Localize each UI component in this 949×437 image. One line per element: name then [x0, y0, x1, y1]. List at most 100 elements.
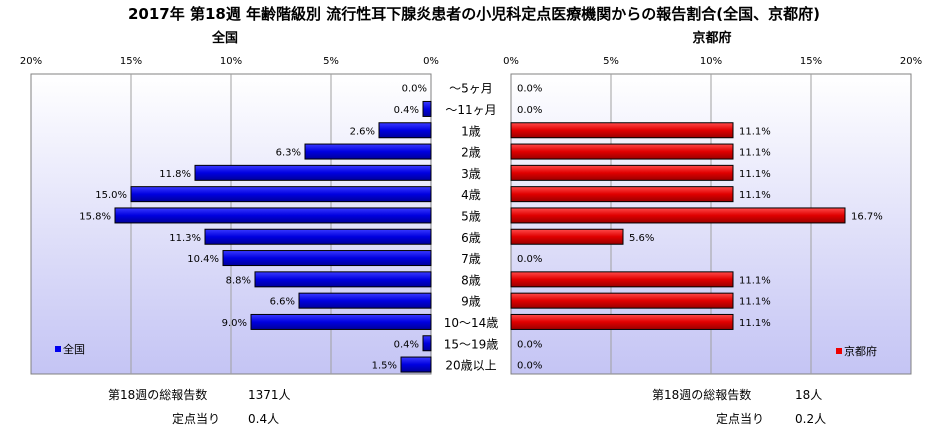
- kyoto-data-label: 11.1%: [739, 318, 771, 329]
- kyoto-tick-label: 20%: [900, 56, 922, 67]
- stats-national: 第18週の総報告数 1371人 定点当り 0.4人: [108, 387, 291, 426]
- kyoto-data-label: 0.0%: [517, 361, 542, 372]
- kyoto-per-label: 定点当り: [716, 411, 764, 426]
- kyoto-data-label: 0.0%: [517, 105, 542, 116]
- kyoto-bar: [510, 164, 734, 181]
- national-bar: [304, 143, 432, 160]
- kyoto-total-label: 第18週の総報告数: [652, 387, 751, 402]
- kyoto-data-label: 0.0%: [517, 254, 542, 265]
- national-data-label: 15.8%: [79, 211, 111, 222]
- kyoto-tick-label: 5%: [603, 56, 619, 67]
- category-label: 1歳: [461, 124, 481, 138]
- national-per-label: 定点当り: [172, 411, 220, 426]
- national-axis-ticks: 0% 5% 10% 15% 20%: [20, 56, 439, 67]
- national-bars: 0.0% 0.4% 2.6% 6.3% 11.8% 15.0% 15.8% 11.3% 10.4…: [79, 84, 432, 373]
- national-data-label: 11.8%: [159, 169, 191, 180]
- legend-national: 全国: [55, 342, 85, 356]
- national-data-label: 1.5%: [372, 361, 397, 372]
- national-tick-label: 0%: [423, 56, 439, 67]
- panel-title-national: 全国: [211, 30, 238, 46]
- category-label: 8歳: [461, 273, 481, 287]
- kyoto-bar: [510, 292, 734, 309]
- national-data-label: 0.4%: [394, 105, 419, 116]
- national-data-label: 11.3%: [169, 233, 201, 244]
- national-per-value: 0.4人: [248, 412, 279, 426]
- category-label: 4歳: [461, 188, 481, 202]
- national-bar: [298, 292, 432, 309]
- national-data-label: 0.0%: [402, 84, 427, 95]
- stats-kyoto: 第18週の総報告数 18人 定点当り 0.2人: [652, 387, 826, 426]
- national-bar: [422, 335, 432, 352]
- category-label: 6歳: [461, 231, 481, 245]
- category-label: 2歳: [461, 146, 481, 160]
- national-bar: [204, 228, 432, 245]
- panel-title-kyoto: 京都府: [692, 30, 731, 46]
- national-data-label: 10.4%: [187, 254, 219, 265]
- legend-kyoto: 京都府: [836, 344, 877, 358]
- category-label: 20歳以上: [445, 359, 496, 373]
- kyoto-total-value: 18人: [795, 388, 822, 402]
- kyoto-data-label: 16.7%: [851, 211, 883, 222]
- category-labels: ～5ヶ月 ～11ヶ月 1歳 2歳 3歳 4歳 5歳 6歳 7歳 8歳 9歳 10～14歳 15～19歳 2…: [444, 82, 499, 373]
- kyoto-bar: [510, 143, 734, 160]
- category-label: 9歳: [461, 295, 481, 309]
- category-label: 7歳: [461, 252, 481, 266]
- kyoto-data-label: 11.1%: [739, 148, 771, 159]
- national-bar: [422, 100, 432, 117]
- category-label: ～11ヶ月: [445, 103, 496, 117]
- kyoto-tick-label: 10%: [700, 56, 722, 67]
- category-label: 3歳: [461, 167, 481, 181]
- legend-swatch-national: [55, 346, 61, 352]
- national-bar: [194, 164, 432, 181]
- kyoto-bar: [510, 122, 734, 139]
- kyoto-data-label: 11.1%: [739, 126, 771, 137]
- national-bar: [222, 250, 432, 267]
- kyoto-bar: [510, 228, 624, 245]
- national-bar: [254, 271, 432, 288]
- category-label: ～5ヶ月: [449, 82, 493, 96]
- national-data-label: 8.8%: [226, 275, 251, 286]
- chart-title: 2017年 第18週 年齢階級別 流行性耳下腺炎患者の小児科定点医療機関からの報…: [128, 5, 820, 23]
- kyoto-data-label: 11.1%: [739, 297, 771, 308]
- national-data-label: 6.3%: [276, 148, 301, 159]
- legend-swatch-kyoto: [836, 348, 842, 354]
- kyoto-data-label: 11.1%: [739, 275, 771, 286]
- national-tick-label: 5%: [323, 56, 339, 67]
- kyoto-data-label: 0.0%: [517, 84, 542, 95]
- national-bar: [130, 186, 432, 203]
- national-data-label: 2.6%: [350, 126, 375, 137]
- national-bar: [114, 207, 432, 224]
- category-label: 10～14歳: [444, 316, 499, 330]
- national-tick-label: 20%: [20, 56, 42, 67]
- national-bar: [400, 356, 432, 373]
- kyoto-tick-label: 15%: [800, 56, 822, 67]
- national-data-label: 9.0%: [222, 318, 247, 329]
- national-tick-label: 10%: [220, 56, 242, 67]
- kyoto-data-label: 5.6%: [629, 233, 654, 244]
- kyoto-bar: [510, 271, 734, 288]
- national-data-label: 15.0%: [95, 190, 127, 201]
- national-tick-label: 15%: [120, 56, 142, 67]
- national-bar: [250, 313, 432, 330]
- national-total-label: 第18週の総報告数: [108, 387, 207, 402]
- kyoto-per-value: 0.2人: [795, 412, 826, 426]
- kyoto-bars: 0.0% 0.0% 11.1% 11.1% 11.1% 11.1% 16.7% 5.6% 0.0…: [510, 84, 883, 372]
- national-bar: [378, 122, 432, 139]
- kyoto-bar: [510, 186, 734, 203]
- category-label: 15～19歳: [444, 337, 499, 351]
- kyoto-bar: [510, 207, 846, 224]
- kyoto-data-label: 11.1%: [739, 190, 771, 201]
- national-data-label: 6.6%: [270, 297, 295, 308]
- legend-label-kyoto: 京都府: [844, 344, 877, 358]
- category-label: 5歳: [461, 209, 481, 223]
- national-total-value: 1371人: [248, 388, 291, 402]
- kyoto-data-label: 0.0%: [517, 339, 542, 350]
- kyoto-bar: [510, 313, 734, 330]
- legend-label-national: 全国: [63, 342, 85, 356]
- kyoto-axis-ticks: 0% 5% 10% 15% 20%: [503, 56, 922, 67]
- national-data-label: 0.4%: [394, 339, 419, 350]
- kyoto-data-label: 11.1%: [739, 169, 771, 180]
- kyoto-tick-label: 0%: [503, 56, 519, 67]
